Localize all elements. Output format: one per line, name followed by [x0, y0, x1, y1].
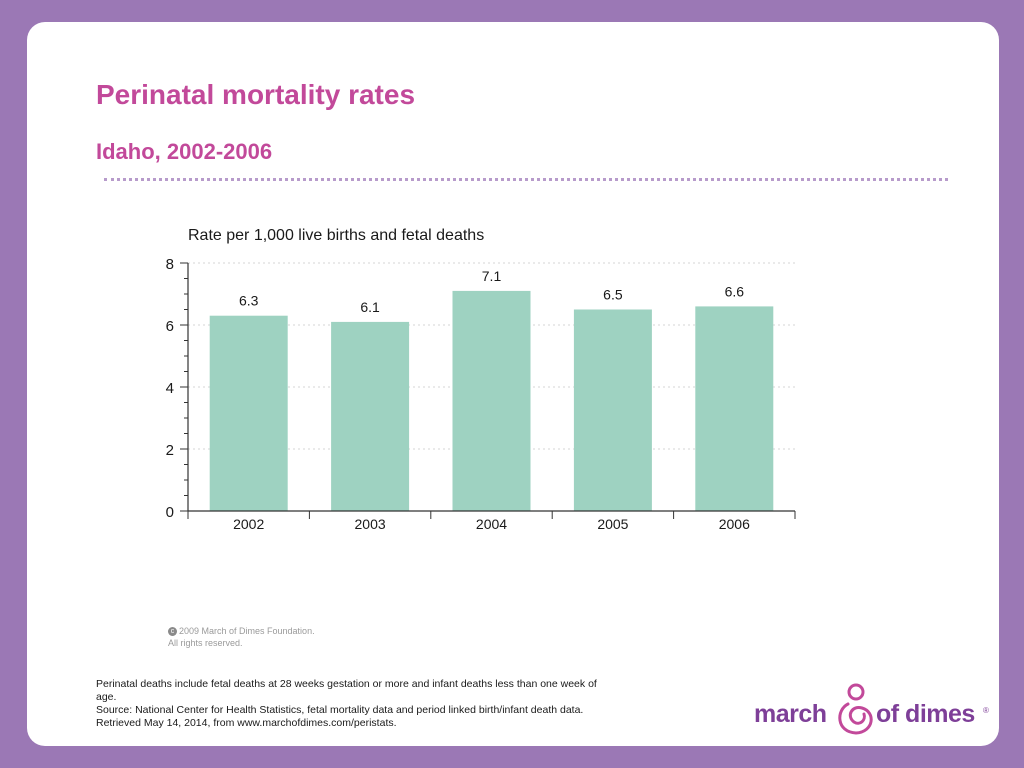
page-subtitle: Idaho, 2002-2006 [96, 139, 273, 164]
y-tick-label-6: 6 [166, 318, 174, 335]
data-label-2006: 6.6 [725, 283, 745, 299]
footnote: Perinatal deaths include fetal deaths at… [96, 678, 616, 730]
bar-2004 [452, 290, 531, 511]
x-tick-label-2004: 2004 [476, 516, 507, 532]
data-label-2003: 6.1 [360, 299, 380, 315]
dotted-divider [104, 178, 948, 181]
footnote-definition: Perinatal deaths include fetal deaths at… [96, 678, 597, 703]
copyright-line-1: 2009 March of Dimes Foundation. [179, 626, 315, 636]
logo-word-of-dimes: of dimes [876, 700, 975, 728]
x-tick-label-2002: 2002 [233, 516, 264, 532]
bar-2003 [331, 321, 410, 511]
copyright-icon: c [168, 627, 177, 637]
data-label-2004: 7.1 [482, 268, 502, 284]
registered-mark: ® [983, 706, 989, 715]
y-tick-label-0: 0 [166, 504, 174, 521]
logo-word-march: march [754, 700, 827, 728]
y-tick-label-2: 2 [166, 442, 174, 459]
x-tick-label-2003: 2003 [355, 516, 386, 532]
data-label-2002: 6.3 [239, 293, 259, 309]
x-tick-label-2005: 2005 [597, 516, 628, 532]
y-tick-label-4: 4 [166, 380, 174, 397]
copyright-notice: c 2009 March of Dimes Foundation. All rig… [168, 625, 315, 649]
page-title: Perinatal mortality rates [96, 79, 416, 110]
y-tick-label-8: 8 [166, 256, 174, 273]
mother-child-icon [838, 683, 873, 735]
march-of-dimes-logo: march of dimes ® [754, 680, 994, 736]
bar-2006 [695, 306, 774, 511]
copyright-line-2: All rights reserved. [168, 638, 243, 648]
bar-2005 [573, 309, 652, 511]
chart-title: Rate per 1,000 live births and fetal dea… [188, 227, 484, 244]
data-label-2005: 6.5 [603, 287, 623, 303]
bar-2002 [209, 315, 288, 511]
x-tick-label-2006: 2006 [719, 516, 750, 532]
footnote-source: Source: National Center for Health Stati… [96, 704, 584, 729]
